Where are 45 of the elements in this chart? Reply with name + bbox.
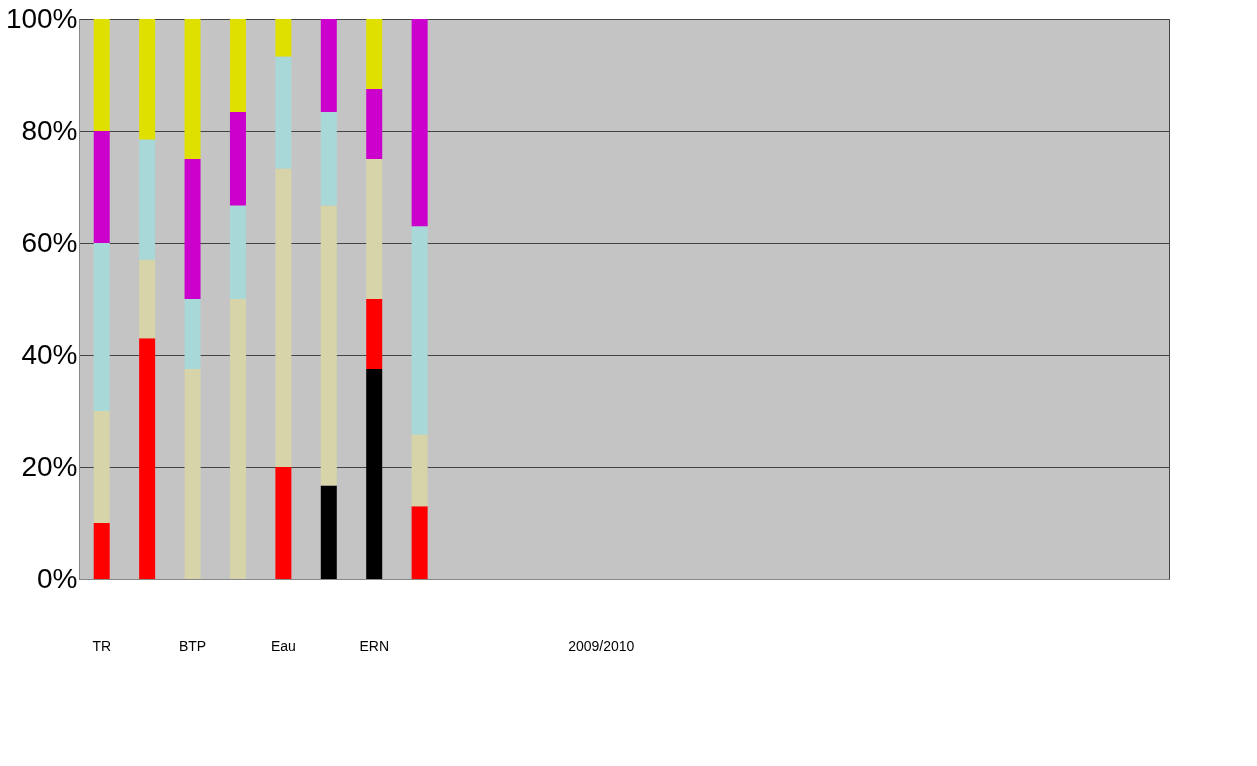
- bar: [93, 131, 110, 243]
- y-tick-label: 80%: [21, 114, 78, 146]
- bar: [320, 19, 337, 112]
- x-tick-label: BTP: [178, 637, 207, 654]
- bar: [184, 159, 201, 299]
- bar: [93, 19, 110, 131]
- bar: [320, 485, 337, 579]
- bar: [184, 299, 201, 369]
- bar: [139, 259, 156, 339]
- bar: [93, 411, 110, 523]
- x-tick-label: ERN: [359, 637, 389, 654]
- bar: [275, 19, 292, 57]
- bar: [411, 19, 428, 227]
- x-tick-label: 2009/2010: [568, 637, 635, 654]
- bar: [366, 369, 383, 579]
- bar: [411, 226, 428, 435]
- bar: [320, 111, 337, 206]
- y-tick-label: 60%: [21, 226, 78, 258]
- bar: [139, 19, 156, 140]
- bar: [229, 19, 246, 112]
- bar: [93, 523, 110, 579]
- y-tick-label: 100%: [5, 2, 78, 34]
- bar: [184, 369, 201, 579]
- bar: [93, 243, 110, 411]
- bar: [411, 506, 428, 579]
- bar: [366, 299, 383, 369]
- bar: [139, 338, 156, 579]
- bar: [139, 139, 156, 260]
- bar: [229, 205, 246, 299]
- bar: [366, 159, 383, 299]
- bar: [275, 56, 292, 169]
- bar: [366, 19, 383, 89]
- bar: [184, 19, 201, 159]
- y-tick-label: 20%: [21, 450, 78, 482]
- x-tick-label: Eau: [270, 637, 296, 654]
- bar: [229, 111, 246, 206]
- bar: [366, 89, 383, 159]
- y-tick-label: 40%: [21, 338, 78, 370]
- bar: [275, 467, 292, 579]
- bar: [320, 205, 337, 486]
- bar: [275, 168, 292, 467]
- bar: [229, 299, 246, 579]
- y-tick-label: 0%: [37, 562, 78, 594]
- x-tick-label: TR: [92, 637, 112, 654]
- bar: [411, 434, 428, 507]
